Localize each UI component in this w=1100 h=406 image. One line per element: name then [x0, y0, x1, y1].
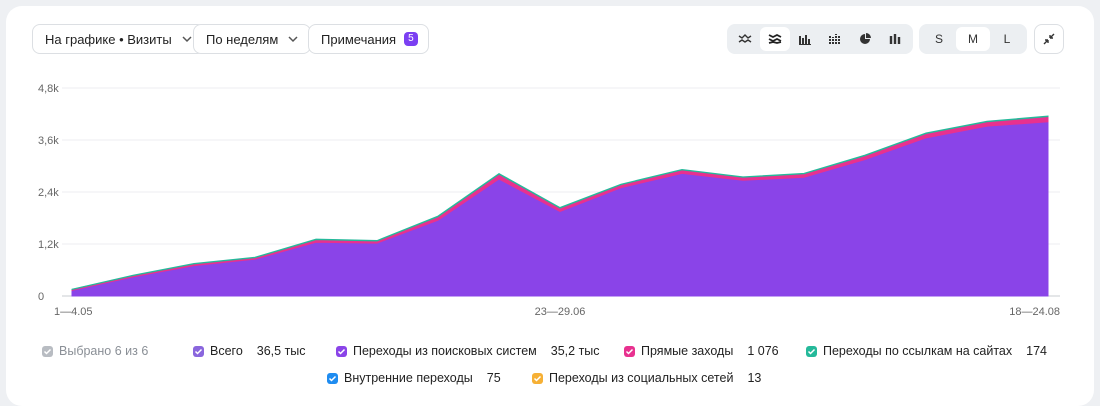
x-tick-label: 18—24.08 [1009, 306, 1060, 318]
y-tick-label: 3,6k [38, 135, 59, 147]
checkbox-icon [42, 345, 53, 357]
x-tick-label: 23—29.06 [535, 306, 586, 318]
metric-select[interactable]: На графике • Визиты [32, 24, 205, 54]
legend-item[interactable]: Переходы из социальных сетей 13 [532, 371, 761, 385]
area-series [71, 115, 1049, 291]
size-s-button[interactable]: S [934, 32, 943, 46]
checkbox-icon [336, 345, 347, 357]
legend-label: Переходы из поисковых систем [353, 344, 537, 358]
legend-value: 35,2 тыс [550, 344, 600, 358]
y-tick-label: 2,4k [38, 187, 59, 199]
chart-type-switcher [727, 24, 913, 54]
area-chart: 0 1,2k 2,4k 3,6k 4,8k 1—4.05 23—29.06 18—24.08 [38, 83, 1060, 318]
legend-value: 1 076 [747, 344, 779, 358]
column-chart-button[interactable] [880, 27, 910, 51]
stacked-area-icon [768, 33, 782, 44]
legend-item[interactable]: Переходы из поисковых систем 35,2 тыс [336, 344, 600, 358]
legend-value: 13 [747, 371, 762, 385]
y-tick-label: 0 [38, 291, 44, 303]
pie-chart-button[interactable] [850, 27, 880, 51]
period-select-label: По неделям [206, 31, 279, 47]
stacked-bar-button[interactable] [820, 27, 850, 51]
legend-selected-count[interactable]: Выбрано 6 из 6 [42, 344, 148, 358]
column-chart-icon [889, 34, 901, 44]
legend-label: Переходы по ссылкам на сайтах [823, 344, 1013, 358]
legend-selected-label: Выбрано 6 из 6 [59, 344, 149, 358]
stacked-bar-icon [829, 34, 840, 44]
legend-value: 174 [1026, 344, 1047, 358]
checkbox-icon [624, 345, 635, 357]
bar-chart-button[interactable] [790, 27, 820, 51]
chevron-down-icon [288, 36, 298, 43]
legend-item[interactable]: Переходы по ссылкам на сайтах 174 [806, 344, 1047, 358]
metric-select-label: На графике • Визиты [45, 31, 172, 47]
checkbox-icon [193, 345, 204, 357]
legend-value: 75 [486, 371, 501, 385]
bar-chart-icon [799, 35, 811, 45]
legend-label: Прямые заходы [641, 344, 734, 358]
checkbox-icon [532, 372, 543, 384]
legend-value: 36,5 тыс [256, 344, 306, 358]
y-tick-label: 1,2k [38, 239, 59, 251]
size-m-button[interactable]: M [956, 27, 990, 51]
chevron-down-icon [182, 36, 192, 43]
line-chart-button[interactable] [730, 27, 760, 51]
notes-label: Примечания [321, 31, 397, 47]
size-l-button[interactable]: L [1003, 32, 1011, 46]
legend-item[interactable]: Внутренние переходы 75 [327, 371, 501, 385]
notes-count-badge: 5 [404, 32, 418, 46]
checkbox-icon [806, 345, 817, 357]
legend-label: Переходы из социальных сетей [549, 371, 734, 385]
area-chart-button[interactable] [760, 27, 790, 51]
line-chart-icon [738, 34, 752, 43]
legend-item[interactable]: Прямые заходы 1 076 [624, 344, 779, 358]
legend-item[interactable]: Всего 36,5 тыс [193, 344, 306, 358]
size-switcher: S M L [919, 24, 1027, 54]
pie-chart-icon [860, 33, 871, 44]
legend-label: Всего [210, 344, 243, 358]
legend-label: Внутренние переходы [344, 371, 473, 385]
x-tick-label: 1—4.05 [54, 306, 93, 318]
y-tick-label: 4,8k [38, 83, 59, 95]
collapse-button[interactable] [1034, 24, 1064, 54]
notes-button[interactable]: Примечания 5 [308, 24, 429, 54]
checkbox-icon [327, 372, 338, 384]
collapse-icon [1043, 33, 1055, 45]
